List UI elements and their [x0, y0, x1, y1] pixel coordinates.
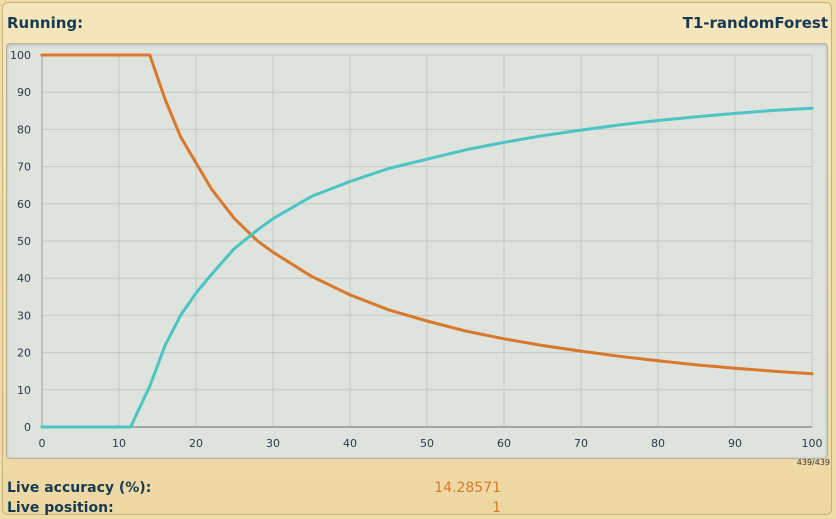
- x-tick-label: 10: [112, 437, 126, 450]
- y-tick-label: 90: [17, 86, 31, 99]
- x-tick-label: 20: [189, 437, 203, 450]
- x-tick-label: 50: [420, 437, 434, 450]
- live-accuracy-label: Live accuracy (%):: [7, 480, 152, 496]
- x-tick-label: 70: [574, 437, 588, 450]
- series-line-orange: [40, 53, 814, 376]
- x-tick-label: 100: [802, 437, 823, 450]
- x-tick-label: 60: [497, 437, 511, 450]
- live-position-label: Live position:: [7, 500, 114, 516]
- y-tick-label: 0: [24, 421, 31, 434]
- series-line-teal: [40, 106, 814, 429]
- y-tick-label: 60: [17, 198, 31, 211]
- x-tick-label: 40: [343, 437, 357, 450]
- y-tick-label: 100: [10, 49, 31, 62]
- y-tick-label: 20: [17, 347, 31, 360]
- x-tick-label: 80: [651, 437, 665, 450]
- x-tick-label: 0: [39, 437, 46, 450]
- x-tick-label: 90: [728, 437, 742, 450]
- x-tick-label: 30: [266, 437, 280, 450]
- y-tick-label: 10: [17, 384, 31, 397]
- model-name: T1-randomForest: [682, 14, 828, 32]
- status-label: Running:: [7, 14, 84, 32]
- y-tick-label: 80: [17, 123, 31, 136]
- y-tick-label: 40: [17, 272, 31, 285]
- y-tick-label: 70: [17, 161, 31, 174]
- live-accuracy-value: 14.28571: [434, 480, 501, 496]
- y-tick-label: 30: [17, 309, 31, 322]
- position-counter: 439/439: [796, 458, 830, 467]
- y-tick-label: 50: [17, 235, 31, 248]
- live-position-value: 1: [492, 500, 501, 516]
